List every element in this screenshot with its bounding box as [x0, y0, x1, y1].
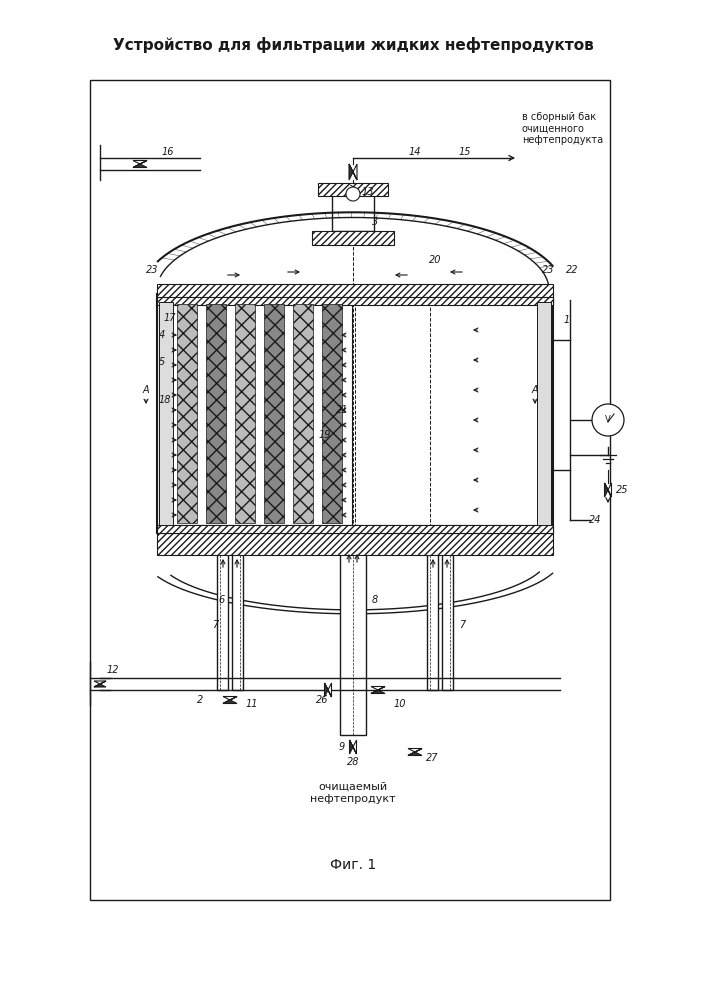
Bar: [157, 284, 553, 300]
Polygon shape: [223, 696, 237, 704]
Bar: [537, 302, 551, 525]
Bar: [340, 550, 366, 735]
Bar: [293, 304, 313, 523]
Text: 25: 25: [616, 485, 629, 495]
Text: 23: 23: [146, 265, 158, 275]
Polygon shape: [94, 681, 106, 687]
Bar: [427, 550, 438, 690]
Polygon shape: [349, 740, 356, 754]
Polygon shape: [371, 686, 385, 694]
Polygon shape: [94, 681, 106, 687]
Bar: [90, 80, 610, 900]
Bar: [332, 193, 374, 231]
Text: A: A: [532, 385, 538, 395]
Text: 1: 1: [564, 315, 570, 325]
Polygon shape: [371, 686, 385, 694]
Polygon shape: [133, 160, 147, 167]
Text: Фиг. 1: Фиг. 1: [330, 858, 376, 872]
Text: 5: 5: [159, 357, 165, 367]
Bar: [318, 183, 388, 196]
Text: 26: 26: [316, 695, 328, 705]
Bar: [442, 550, 453, 690]
Polygon shape: [604, 483, 612, 497]
Text: 11: 11: [246, 699, 258, 709]
Text: 24: 24: [589, 515, 601, 525]
Bar: [157, 533, 553, 555]
Text: V: V: [605, 416, 611, 424]
Bar: [157, 525, 553, 533]
Text: 18: 18: [159, 395, 171, 405]
Text: 28: 28: [346, 757, 359, 767]
Text: 6: 6: [219, 595, 225, 605]
Text: 15: 15: [459, 147, 472, 157]
Text: 27: 27: [426, 753, 438, 763]
Circle shape: [346, 187, 360, 201]
Text: 10: 10: [394, 699, 407, 709]
Polygon shape: [408, 748, 422, 756]
Bar: [159, 302, 173, 525]
Text: 3: 3: [372, 217, 378, 227]
Bar: [232, 550, 243, 690]
Polygon shape: [325, 683, 332, 697]
Polygon shape: [349, 164, 357, 180]
Polygon shape: [349, 740, 356, 754]
Bar: [177, 304, 197, 523]
Bar: [322, 304, 342, 523]
Text: 12: 12: [107, 665, 119, 675]
Text: 7: 7: [212, 620, 218, 630]
Text: 9: 9: [339, 742, 345, 752]
Text: очищаемый
нефтепродукт: очищаемый нефтепродукт: [310, 782, 396, 804]
Text: 20: 20: [428, 255, 441, 265]
Text: 17: 17: [164, 313, 176, 323]
Bar: [159, 302, 551, 525]
Text: 21: 21: [336, 405, 349, 415]
Text: 16: 16: [162, 147, 174, 157]
Text: 2: 2: [197, 695, 203, 705]
Text: в сборный бак
очищенного
нефтепродукта: в сборный бак очищенного нефтепродукта: [522, 112, 603, 145]
Polygon shape: [349, 164, 357, 180]
Polygon shape: [408, 748, 422, 756]
Bar: [217, 550, 228, 690]
Bar: [264, 304, 284, 523]
Bar: [312, 231, 394, 245]
Text: 8: 8: [372, 595, 378, 605]
Text: 22: 22: [566, 265, 578, 275]
Text: 7: 7: [459, 620, 465, 630]
Text: 19: 19: [319, 430, 332, 440]
Text: 14: 14: [409, 147, 421, 157]
Polygon shape: [604, 483, 612, 497]
Circle shape: [592, 404, 624, 436]
Text: 23: 23: [542, 265, 554, 275]
Polygon shape: [133, 160, 147, 167]
Text: A: A: [143, 385, 149, 395]
Text: Устройство для фильтрации жидких нефтепродуктов: Устройство для фильтрации жидких нефтепр…: [112, 37, 593, 53]
Text: 13: 13: [362, 187, 374, 197]
Polygon shape: [325, 683, 332, 697]
Polygon shape: [223, 696, 237, 704]
Bar: [206, 304, 226, 523]
Bar: [235, 304, 255, 523]
Bar: [157, 297, 553, 305]
Text: 4: 4: [159, 330, 165, 340]
